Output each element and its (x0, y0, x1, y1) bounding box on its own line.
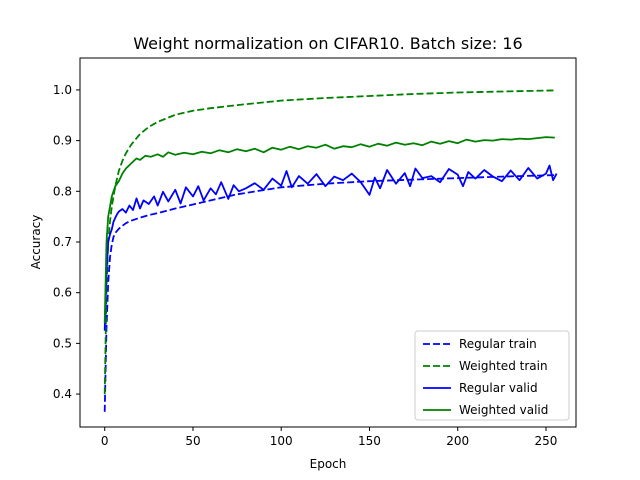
y-tick-label: 0.9 (53, 134, 72, 148)
series-line-regular-train (103, 174, 555, 412)
y-tick-label: 0.7 (53, 235, 72, 249)
x-axis: 0 50 100 150 200 250 (101, 427, 558, 448)
y-tick-label: 0.8 (53, 184, 72, 198)
x-tick-label: 50 (185, 434, 200, 448)
x-tick-label: 250 (535, 434, 558, 448)
x-tick-label: 150 (358, 434, 381, 448)
series-line-weighted-train (103, 89, 555, 395)
x-tick-label: 0 (101, 434, 109, 448)
y-axis: 0.4 0.5 0.6 0.7 0.8 0.9 1.0 (53, 83, 80, 401)
y-tick-label: 0.5 (53, 336, 72, 350)
legend-label: Regular valid (459, 381, 538, 395)
series-line-regular-valid (103, 164, 558, 331)
x-tick-label: 100 (270, 434, 293, 448)
y-tick-label: 0.6 (53, 286, 72, 300)
x-axis-label: Epoch (310, 457, 347, 471)
x-tick-label: 200 (446, 434, 469, 448)
legend: Regular train Weighted train Regular valid… (414, 330, 570, 421)
legend-box (414, 330, 570, 421)
series-line-weighted-valid (103, 136, 555, 324)
legend-label: Weighted train (459, 359, 548, 373)
y-tick-label: 0.4 (53, 387, 72, 401)
y-tick-label: 1.0 (53, 83, 72, 97)
y-axis-label: Accuracy (29, 215, 43, 270)
legend-label: Regular train (459, 337, 537, 351)
axes-frame (79, 57, 577, 428)
plot-area (103, 89, 558, 412)
legend-label: Weighted valid (459, 403, 548, 417)
chart-title: Weight normalization on CIFAR10. Batch s… (133, 34, 522, 53)
